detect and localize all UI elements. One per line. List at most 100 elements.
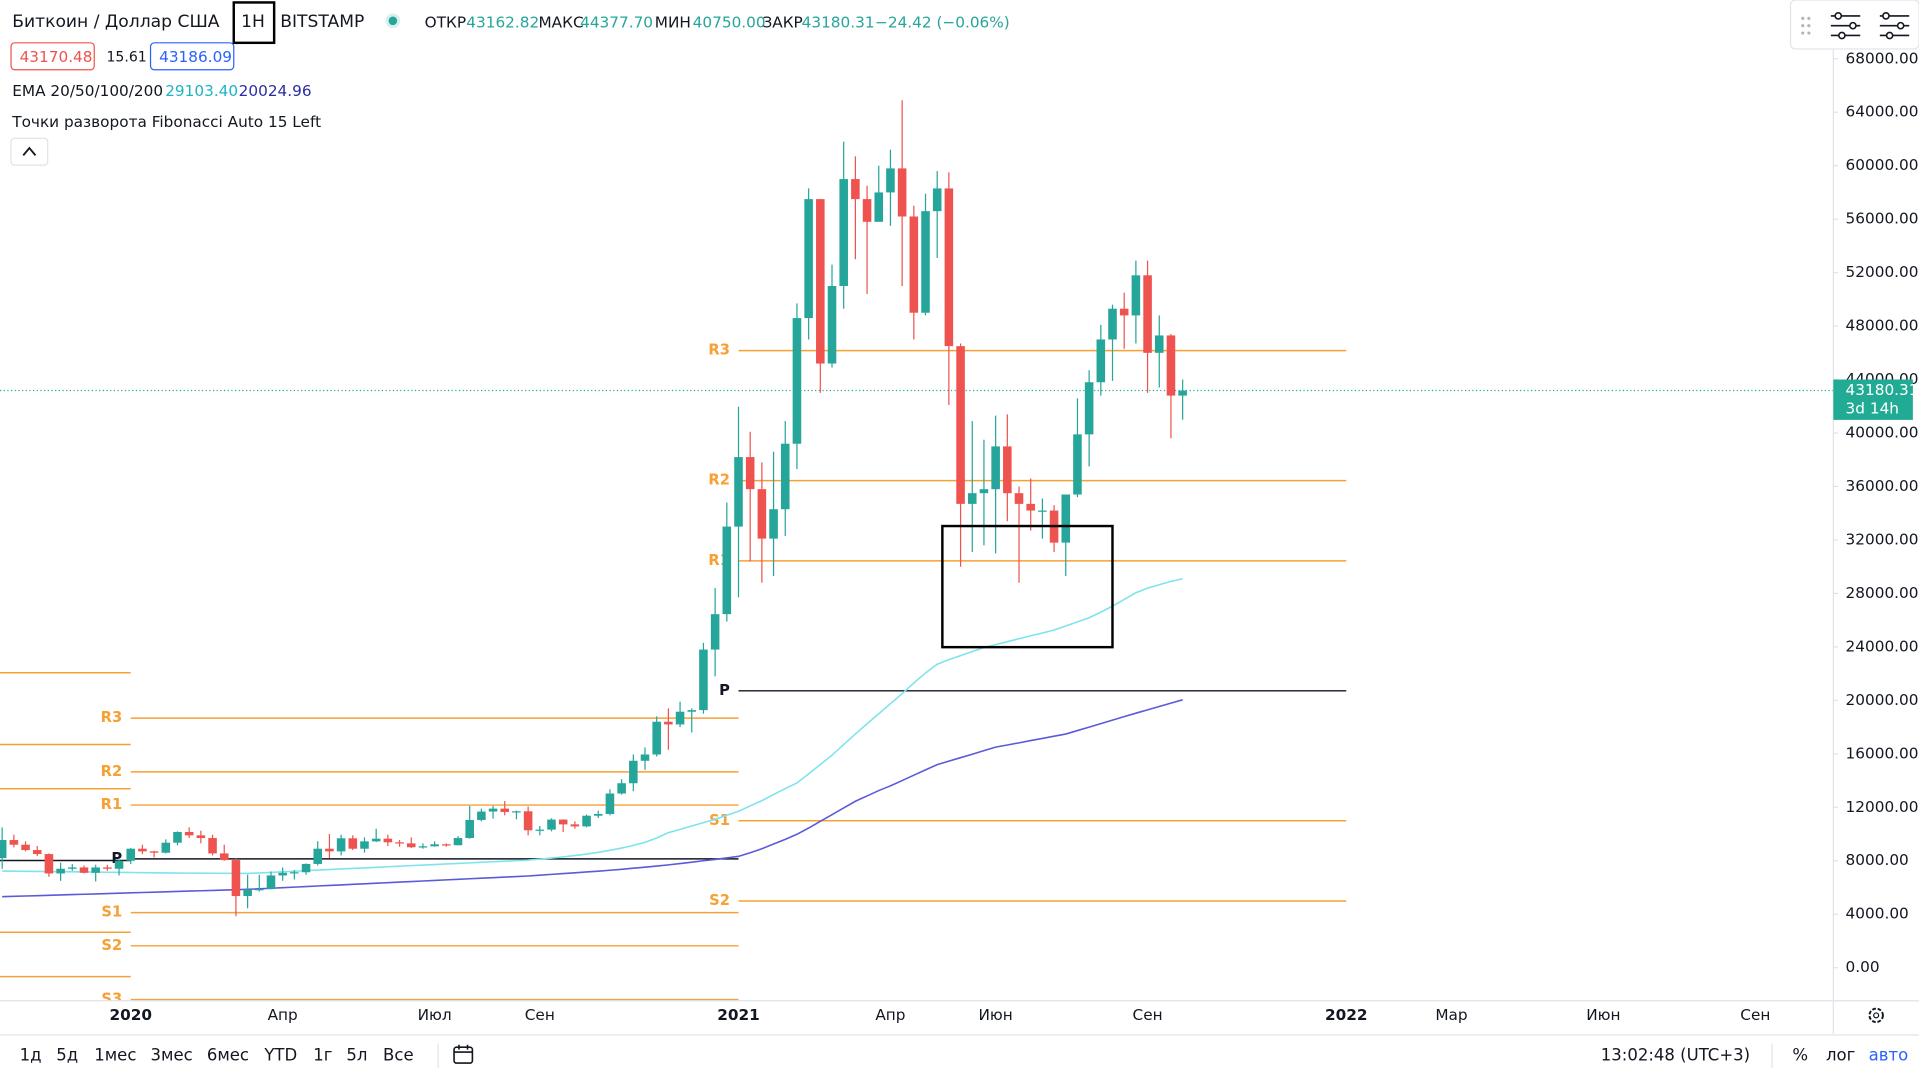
candle-body — [488, 808, 498, 812]
candle-body — [593, 813, 603, 816]
auto-toggle[interactable]: авто — [1869, 1045, 1909, 1064]
candle-body — [371, 838, 381, 842]
drag-handle[interactable] — [1801, 16, 1811, 35]
candle-body — [862, 199, 872, 222]
candle-body — [301, 863, 311, 873]
candle-body — [1154, 335, 1164, 353]
candle-body — [1178, 390, 1187, 396]
candle-body — [921, 211, 930, 313]
ask-box[interactable] — [149, 42, 235, 71]
candle-body — [126, 848, 136, 861]
candle-body — [1014, 493, 1024, 504]
x-tick-label: Июл — [418, 1006, 452, 1024]
candle-body — [757, 489, 767, 539]
candle-body — [839, 179, 848, 286]
filter-icon[interactable] — [1879, 12, 1910, 40]
x-tick-label: 2020 — [109, 1006, 152, 1024]
candle-body — [477, 811, 486, 820]
range-button[interactable]: YTD — [263, 1045, 297, 1064]
candle-body — [1073, 434, 1082, 495]
y-tick-label: 36000.00 — [1846, 477, 1919, 495]
x-tick-label: Сен — [1133, 1006, 1163, 1024]
candle-body — [114, 860, 124, 869]
settings-gear[interactable] — [1868, 1007, 1884, 1024]
candle-body — [664, 721, 673, 725]
x-tick-label: Сен — [1740, 1006, 1770, 1024]
candle-body — [512, 811, 521, 813]
ohlc-label: ОТКР — [425, 14, 466, 32]
candle-body — [313, 848, 323, 864]
indicator-name: EMA 20/50/100/200 — [12, 82, 163, 100]
range-button[interactable]: 5д — [56, 1045, 78, 1064]
x-tick-label: Апр — [875, 1006, 905, 1024]
x-tick-label: 2021 — [717, 1006, 760, 1024]
candle-body — [56, 868, 65, 874]
clock[interactable]: 13:02:48 (UTC+3) — [1601, 1045, 1750, 1064]
candle-body — [967, 493, 977, 504]
ema-line — [2, 577, 1183, 875]
candle-body — [243, 889, 252, 897]
candle-body — [547, 819, 556, 830]
log-toggle[interactable]: лог — [1826, 1045, 1855, 1064]
candle-body — [979, 489, 989, 494]
candle-body — [687, 710, 697, 712]
indicator-value: 20024.96 — [239, 82, 312, 100]
y-tick-label: 20000.00 — [1846, 691, 1919, 709]
candle-body — [897, 168, 907, 217]
candle-body — [395, 842, 404, 844]
candle-body — [1061, 494, 1071, 543]
ohlc-label: ЗАКР — [762, 14, 802, 32]
candle-body — [605, 793, 615, 814]
x-tick-label: Июн — [1586, 1006, 1620, 1024]
candle-body — [827, 285, 837, 364]
settings-icon[interactable] — [1830, 12, 1861, 40]
candle-body — [629, 760, 638, 784]
pivot-label: S3 — [101, 991, 122, 1008]
goto-date-icon[interactable] — [453, 1044, 474, 1064]
candle-body — [874, 192, 884, 222]
candle-body — [500, 808, 510, 812]
candle-body — [944, 188, 954, 347]
y-tick-label: 64000.00 — [1846, 103, 1919, 121]
ohlc-value: 44377.70 — [580, 14, 653, 32]
candle-body — [523, 811, 533, 831]
ohlc-value: 40750.00 — [693, 14, 766, 32]
pivot-label: S2 — [101, 937, 122, 954]
axes: 2020 Апр Июл Сен 2021 Апр Июн Сен 2022 Мар Июн Сен 0… — [109, 49, 1918, 1024]
candle-body — [652, 721, 661, 755]
interval[interactable]: 1Н — [241, 12, 265, 32]
range-button[interactable]: 6мес — [207, 1045, 249, 1064]
range-button[interactable]: 3мес — [151, 1045, 193, 1064]
candle-body — [149, 851, 159, 853]
candle-body — [699, 649, 708, 711]
bid-box[interactable] — [10, 42, 95, 71]
candle-body — [173, 832, 182, 843]
x-tick-label: 2022 — [1325, 1006, 1368, 1024]
drawn-rectangle[interactable] — [941, 524, 1114, 649]
y-tick-label: 4000.00 — [1846, 905, 1909, 923]
candle-body — [383, 838, 393, 843]
candle-body — [769, 509, 778, 539]
percent-toggle[interactable]: % — [1792, 1045, 1808, 1064]
range-button[interactable]: 1мес — [94, 1045, 136, 1064]
candle-body — [348, 838, 358, 849]
collapse-button[interactable] — [10, 137, 49, 166]
candle-body — [851, 179, 860, 200]
indicator-name: Точки разворота Fibonacci Auto 15 Left — [11, 113, 321, 131]
candle-body — [780, 443, 790, 510]
candle-body — [360, 841, 369, 849]
range-button[interactable]: 5л — [346, 1045, 367, 1064]
candle-body — [442, 844, 451, 846]
range-button[interactable]: 1д — [20, 1045, 42, 1064]
range-button[interactable]: 1г — [313, 1045, 332, 1064]
pivot-label: R2 — [708, 472, 730, 489]
range-button[interactable]: Все — [383, 1045, 414, 1064]
settings-gear-center — [1873, 1012, 1880, 1019]
y-tick-label: 16000.00 — [1846, 744, 1919, 762]
candle-body — [255, 889, 264, 891]
ohlc-label: МАКС — [538, 14, 583, 32]
candle-body — [991, 446, 1000, 490]
pivot-label: S2 — [709, 892, 730, 909]
symbol: Биткоин / Доллар США — [12, 12, 220, 32]
